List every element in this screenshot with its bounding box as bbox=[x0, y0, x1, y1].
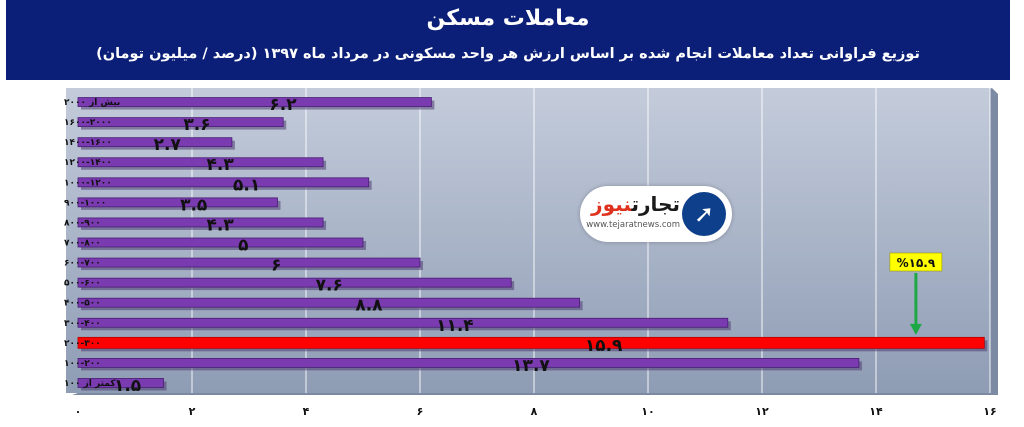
data-label: ۱۱.۴ bbox=[436, 316, 474, 336]
category-label: ۱۴۰۰-۱۶۰۰ bbox=[64, 138, 112, 148]
bar bbox=[77, 157, 324, 168]
data-label: ۵.۱ bbox=[233, 175, 260, 195]
annotation-label: %۱۵.۹ bbox=[897, 256, 936, 270]
logo-name: تجارتنیوز bbox=[591, 192, 680, 216]
category-label: ۸۰۰-۹۰۰ bbox=[64, 218, 101, 228]
data-label: ۳.۶ bbox=[183, 115, 210, 135]
category-label: کمتر از ۱۰۰ bbox=[64, 379, 116, 389]
x-tick-label: ۶ bbox=[417, 405, 424, 418]
bar bbox=[77, 237, 364, 248]
x-tick-label: ۱۲ bbox=[755, 405, 769, 418]
data-label: ۶ bbox=[271, 256, 281, 276]
chart-title: معاملات مسکن bbox=[426, 6, 590, 31]
bar bbox=[77, 117, 284, 127]
bar bbox=[77, 177, 370, 188]
bar bbox=[77, 197, 278, 208]
category-label: بیش از ۲۰۰۰ bbox=[64, 98, 120, 108]
category-label: ۴۰۰-۵۰۰ bbox=[64, 299, 101, 309]
category-label: ۱۰۰۰-۱۲۰۰ bbox=[64, 178, 112, 188]
category-label: ۲۰۰-۳۰۰ bbox=[64, 339, 101, 349]
logo-name-part1: تجارت bbox=[631, 192, 680, 216]
tejarat-news-logo-icon: ➚ bbox=[682, 192, 726, 236]
bar bbox=[77, 277, 512, 288]
category-label: ۱۰۰-۲۰۰ bbox=[64, 359, 101, 369]
x-tick-label: ۱۶ bbox=[983, 405, 996, 418]
data-label: ۸.۸ bbox=[355, 296, 383, 316]
category-label: ۱۶۰۰-۲۰۰۰ bbox=[64, 118, 112, 128]
bar bbox=[77, 217, 324, 228]
bar bbox=[77, 137, 233, 148]
chart-subtitle: توزیع فراوانی تعداد معاملات انجام شده بر… bbox=[96, 46, 920, 62]
bar bbox=[77, 257, 421, 268]
annotation-box bbox=[889, 252, 943, 272]
bar bbox=[77, 317, 729, 328]
x-tick-label: ۱۴ bbox=[869, 405, 883, 418]
watermark-logo: ➚ تجارتنیوز www.tejaratnews.com bbox=[580, 186, 732, 242]
category-label: ۶۰۰-۷۰۰ bbox=[64, 259, 101, 269]
bar bbox=[77, 97, 432, 107]
bar bbox=[77, 297, 581, 308]
data-label: ۲.۷ bbox=[154, 135, 182, 155]
annotation-arrow-head bbox=[909, 323, 922, 335]
data-label: ۶.۲ bbox=[269, 95, 297, 115]
data-label: ۴.۳ bbox=[207, 215, 235, 235]
data-label: ۴.۳ bbox=[207, 155, 235, 175]
data-label: ۳.۵ bbox=[180, 195, 207, 215]
category-label: ۵۰۰-۶۰۰ bbox=[64, 279, 101, 289]
bar bbox=[77, 357, 860, 368]
category-label: ۷۰۰-۸۰۰ bbox=[64, 239, 101, 249]
x-tick-label: ۰ bbox=[75, 405, 82, 418]
logo-url: www.tejaratnews.com bbox=[586, 220, 680, 230]
data-label: ۵ bbox=[238, 236, 248, 256]
bar bbox=[77, 378, 164, 388]
x-tick-label: ۱۰ bbox=[641, 405, 654, 418]
x-tick-label: ۸ bbox=[531, 405, 538, 418]
data-label: ۷.۶ bbox=[316, 276, 343, 296]
category-label: ۱۲۰۰-۱۴۰۰ bbox=[64, 158, 112, 168]
x-tick-label: ۲ bbox=[189, 405, 196, 418]
x-tick-label: ۴ bbox=[303, 405, 310, 418]
data-label: ۱.۵ bbox=[114, 376, 141, 396]
data-label: ۱۳.۷ bbox=[512, 356, 550, 376]
bar-chart: ۶.۲۳.۶۲.۷۴.۳۵.۱۳.۵۴.۳۵۶۷.۶۸.۸۱۱.۴۱۵.۹۱۳.… bbox=[64, 88, 998, 418]
logo-name-part2: نیوز bbox=[591, 192, 632, 216]
bar bbox=[77, 336, 985, 349]
category-label: ۳۰۰-۴۰۰ bbox=[64, 319, 101, 329]
chart-header: معاملات مسکن توزیع فراوانی تعداد معاملات… bbox=[6, 0, 1010, 80]
data-label: ۱۵.۹ bbox=[585, 336, 623, 356]
category-label: ۹۰۰-۱۰۰۰ bbox=[64, 198, 106, 208]
